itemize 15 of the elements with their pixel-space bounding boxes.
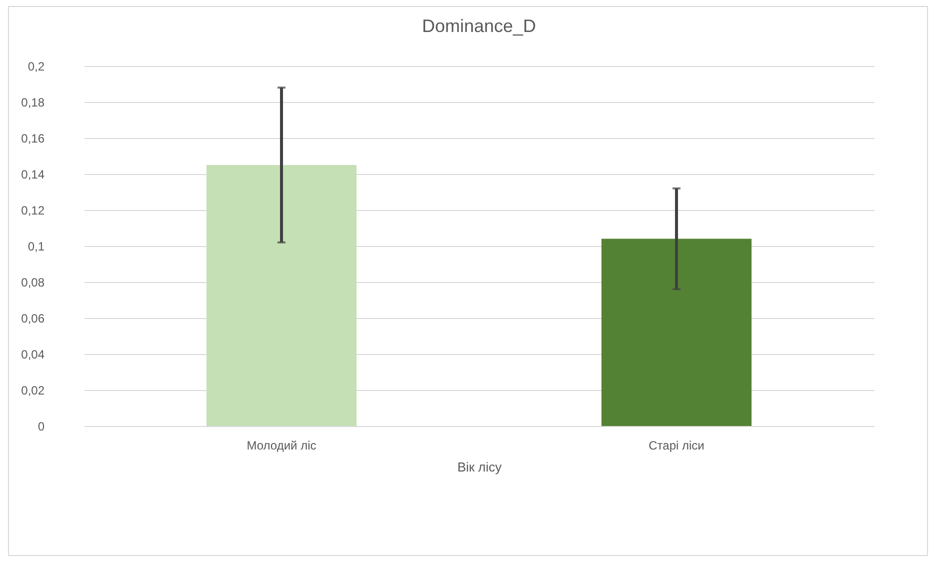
x-tick-label: Молодий ліс bbox=[246, 438, 316, 452]
y-tick-label: 0,14 bbox=[21, 168, 45, 182]
y-tick-label: 0,1 bbox=[28, 240, 45, 254]
y-tick-label: 0,18 bbox=[21, 96, 45, 110]
y-tick-label: 0,04 bbox=[21, 348, 45, 362]
y-tick-label: 0,06 bbox=[21, 312, 45, 326]
y-tick-label: 0,02 bbox=[21, 384, 45, 398]
x-tick-label: Старі ліси bbox=[648, 438, 704, 452]
x-axis-title: Вік лісу bbox=[457, 460, 502, 474]
y-tick-label: 0,2 bbox=[28, 60, 45, 74]
y-tick-label: 0 bbox=[38, 420, 45, 434]
y-tick-label: 0,12 bbox=[21, 204, 45, 218]
chart-title: Dominance_D bbox=[422, 16, 536, 36]
y-tick-label: 0,16 bbox=[21, 132, 45, 146]
y-tick-label: 0,08 bbox=[21, 276, 45, 290]
